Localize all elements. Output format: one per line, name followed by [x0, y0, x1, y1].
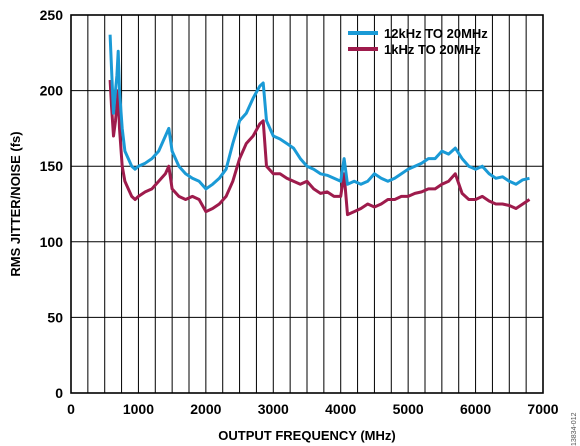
x-tick-label: 6000 — [460, 401, 491, 417]
y-tick-label: 0 — [55, 385, 63, 401]
x-tick-label: 5000 — [393, 401, 424, 417]
y-tick-label: 250 — [40, 7, 64, 23]
x-tick-label: 4000 — [325, 401, 356, 417]
x-axis-title: OUTPUT FREQUENCY (MHz) — [218, 428, 395, 443]
y-tick-label: 200 — [40, 83, 64, 99]
figure-id: 13834-012 — [571, 412, 578, 446]
y-tick-label: 150 — [40, 158, 64, 174]
x-tick-label: 7000 — [527, 401, 558, 417]
legend-label-0: 12kHz TO 20MHz — [384, 26, 488, 41]
x-tick-labels: 0 1000 2000 3000 4000 5000 6000 7000 — [67, 401, 559, 417]
x-tick-label: 3000 — [258, 401, 289, 417]
x-tick-label: 1000 — [123, 401, 154, 417]
y-tick-label: 100 — [40, 234, 64, 250]
y-tick-labels: 0 50 100 150 200 250 — [40, 7, 64, 401]
series-lines — [108, 34, 531, 217]
y-tick-label: 50 — [47, 309, 63, 325]
x-tick-label: 2000 — [190, 401, 221, 417]
grid — [71, 15, 543, 393]
plot-frame — [70, 14, 544, 394]
legend-label-1: 1kHz TO 20MHz — [384, 42, 481, 57]
x-tick-label: 0 — [67, 401, 75, 417]
y-axis-title: RMS JITTER/NOISE (fs) — [8, 131, 23, 276]
series-line-0 — [108, 34, 530, 191]
series-line-1 — [108, 79, 531, 217]
